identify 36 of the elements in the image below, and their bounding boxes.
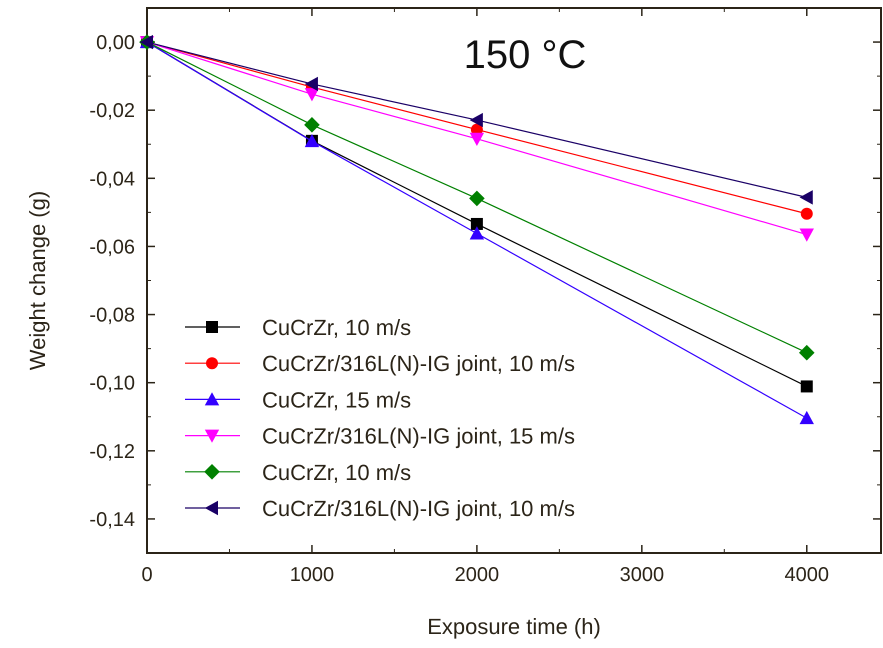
point	[800, 208, 813, 220]
text: 150 °C	[464, 33, 586, 77]
y-tick-label: -0,14	[89, 508, 135, 531]
y-tick-label: -0,12	[89, 440, 135, 463]
x-tick-label: 3000	[620, 564, 664, 586]
point	[469, 190, 485, 206]
y-tick-label: -0,06	[89, 236, 135, 258]
legend-label: CuCrZr/316L(N)-IG joint, 15 m/s	[262, 424, 575, 449]
y-tick-label: -0,02	[89, 100, 135, 122]
point	[470, 132, 484, 146]
legend-label: CuCrZr/316L(N)-IG joint, 10 m/s	[262, 351, 575, 376]
point	[304, 76, 318, 92]
y-axis-title: Weight change (g)	[25, 190, 50, 370]
point	[800, 228, 814, 242]
legend-label: CuCrZr, 10 m/s	[262, 460, 412, 485]
point	[304, 88, 320, 102]
point	[800, 190, 813, 205]
x-tick-label: 2000	[454, 564, 500, 586]
point	[470, 226, 484, 240]
x-tick-label: 0	[141, 564, 153, 586]
point	[798, 344, 815, 361]
point	[470, 218, 483, 230]
x-axis-title: Exposure time (h)	[427, 614, 601, 639]
legend-label: CuCrZr, 15 m/s	[262, 387, 412, 412]
point	[470, 112, 483, 128]
x-tick-label: 4000	[784, 564, 830, 586]
legend-label: CuCrZr/316L(N)-IG joint, 10 m/s	[262, 496, 575, 521]
y-tick-label: 0,00	[96, 32, 135, 54]
x-tick-label: 1000	[290, 564, 334, 586]
y-tick-label: -0,08	[89, 304, 135, 327]
legend-label: CuCrZr, 10 m/s	[262, 315, 412, 340]
y-tick-label: -0,10	[89, 372, 135, 395]
y-tick-label: -0,04	[89, 168, 135, 190]
point	[800, 380, 813, 392]
point	[304, 117, 320, 133]
point	[800, 410, 814, 424]
